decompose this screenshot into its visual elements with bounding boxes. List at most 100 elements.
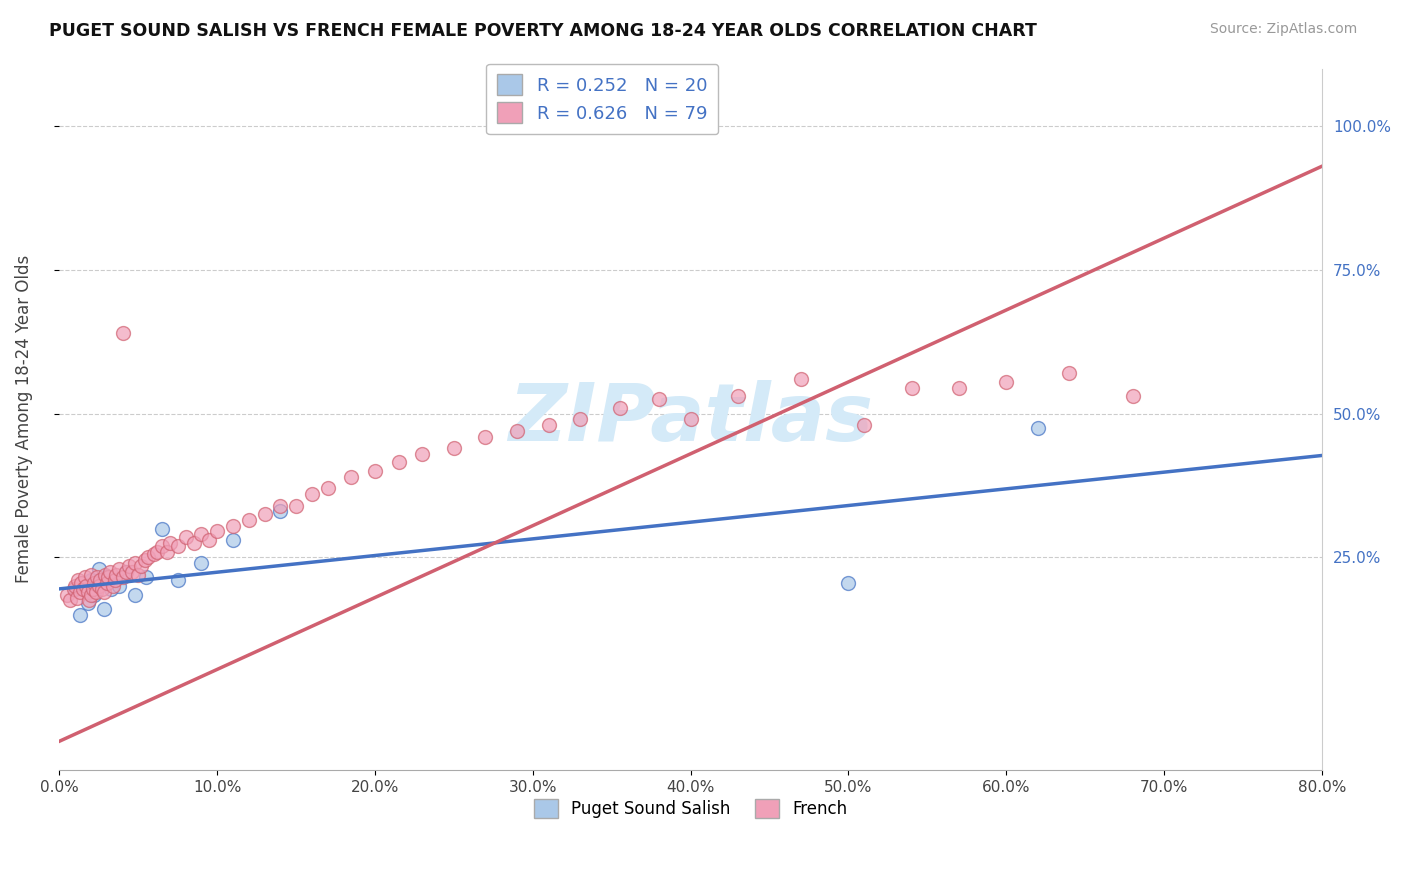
Point [727, 389, 749, 403]
Point [66, 591, 89, 605]
Point [96, 570, 118, 584]
Point [93, 584, 115, 599]
Point [837, 576, 859, 591]
Point [205, 524, 228, 539]
Point [89, 574, 111, 588]
Point [131, 558, 153, 573]
Point [121, 565, 143, 579]
Point [114, 565, 136, 579]
Point [76, 596, 98, 610]
Point [83, 576, 105, 591]
Point [63, 582, 86, 596]
Point [67, 574, 90, 588]
Point [124, 588, 146, 602]
Point [80, 567, 103, 582]
Point [105, 567, 128, 582]
Point [87, 579, 110, 593]
Point [1059, 366, 1081, 380]
Point [135, 570, 157, 584]
Point [198, 533, 221, 547]
Point [190, 556, 212, 570]
Point [156, 544, 179, 558]
Point [69, 607, 91, 622]
Point [150, 521, 173, 535]
Point [411, 447, 433, 461]
Point [118, 558, 141, 573]
Point [790, 372, 813, 386]
Text: ZIPatlas: ZIPatlas [508, 380, 873, 458]
Point [75, 579, 97, 593]
Point [80, 588, 103, 602]
Point [537, 417, 560, 432]
Point [174, 530, 197, 544]
Point [108, 579, 131, 593]
Point [569, 412, 592, 426]
Point [127, 567, 149, 582]
Point [150, 539, 173, 553]
Point [166, 539, 188, 553]
Point [166, 574, 188, 588]
Point [159, 536, 181, 550]
Point [506, 424, 529, 438]
Point [143, 548, 166, 562]
Point [114, 565, 136, 579]
Point [86, 570, 108, 584]
Point [83, 588, 105, 602]
Point [98, 565, 121, 579]
Point [93, 602, 115, 616]
Point [1121, 389, 1143, 403]
Point [76, 584, 98, 599]
Point [101, 579, 124, 593]
Point [136, 550, 159, 565]
Point [340, 469, 363, 483]
Point [253, 507, 276, 521]
Point [87, 562, 110, 576]
Point [146, 544, 169, 558]
Point [190, 527, 212, 541]
Point [104, 574, 127, 588]
Point [62, 582, 84, 596]
Point [63, 579, 86, 593]
Point [238, 513, 260, 527]
Legend: Puget Sound Salish, French: Puget Sound Salish, French [527, 792, 853, 825]
Point [388, 455, 411, 469]
Point [900, 381, 922, 395]
Point [316, 481, 339, 495]
Point [56, 588, 79, 602]
Point [364, 464, 387, 478]
Point [1026, 421, 1049, 435]
Point [94, 567, 117, 582]
Point [84, 584, 107, 599]
Text: PUGET SOUND SALISH VS FRENCH FEMALE POVERTY AMONG 18-24 YEAR OLDS CORRELATION CH: PUGET SOUND SALISH VS FRENCH FEMALE POVE… [49, 22, 1038, 40]
Point [134, 553, 156, 567]
Point [648, 392, 671, 406]
Point [301, 487, 323, 501]
Point [69, 584, 91, 599]
Point [183, 536, 205, 550]
Point [72, 582, 94, 596]
Point [96, 576, 118, 591]
Point [222, 533, 245, 547]
Point [70, 576, 93, 591]
Text: Source: ZipAtlas.com: Source: ZipAtlas.com [1209, 22, 1357, 37]
Point [285, 499, 308, 513]
Point [222, 518, 245, 533]
Point [108, 562, 131, 576]
Point [97, 570, 120, 584]
Point [995, 375, 1018, 389]
Point [609, 401, 631, 415]
Point [111, 326, 134, 340]
Point [124, 556, 146, 570]
Point [269, 499, 291, 513]
Point [269, 504, 291, 518]
Y-axis label: Female Poverty Among 18-24 Year Olds: Female Poverty Among 18-24 Year Olds [15, 255, 32, 583]
Point [443, 441, 465, 455]
Point [80, 574, 103, 588]
Point [79, 593, 101, 607]
Point [948, 381, 970, 395]
Point [82, 582, 104, 596]
Point [853, 417, 876, 432]
Point [679, 412, 702, 426]
Point [59, 593, 82, 607]
Point [91, 582, 114, 596]
